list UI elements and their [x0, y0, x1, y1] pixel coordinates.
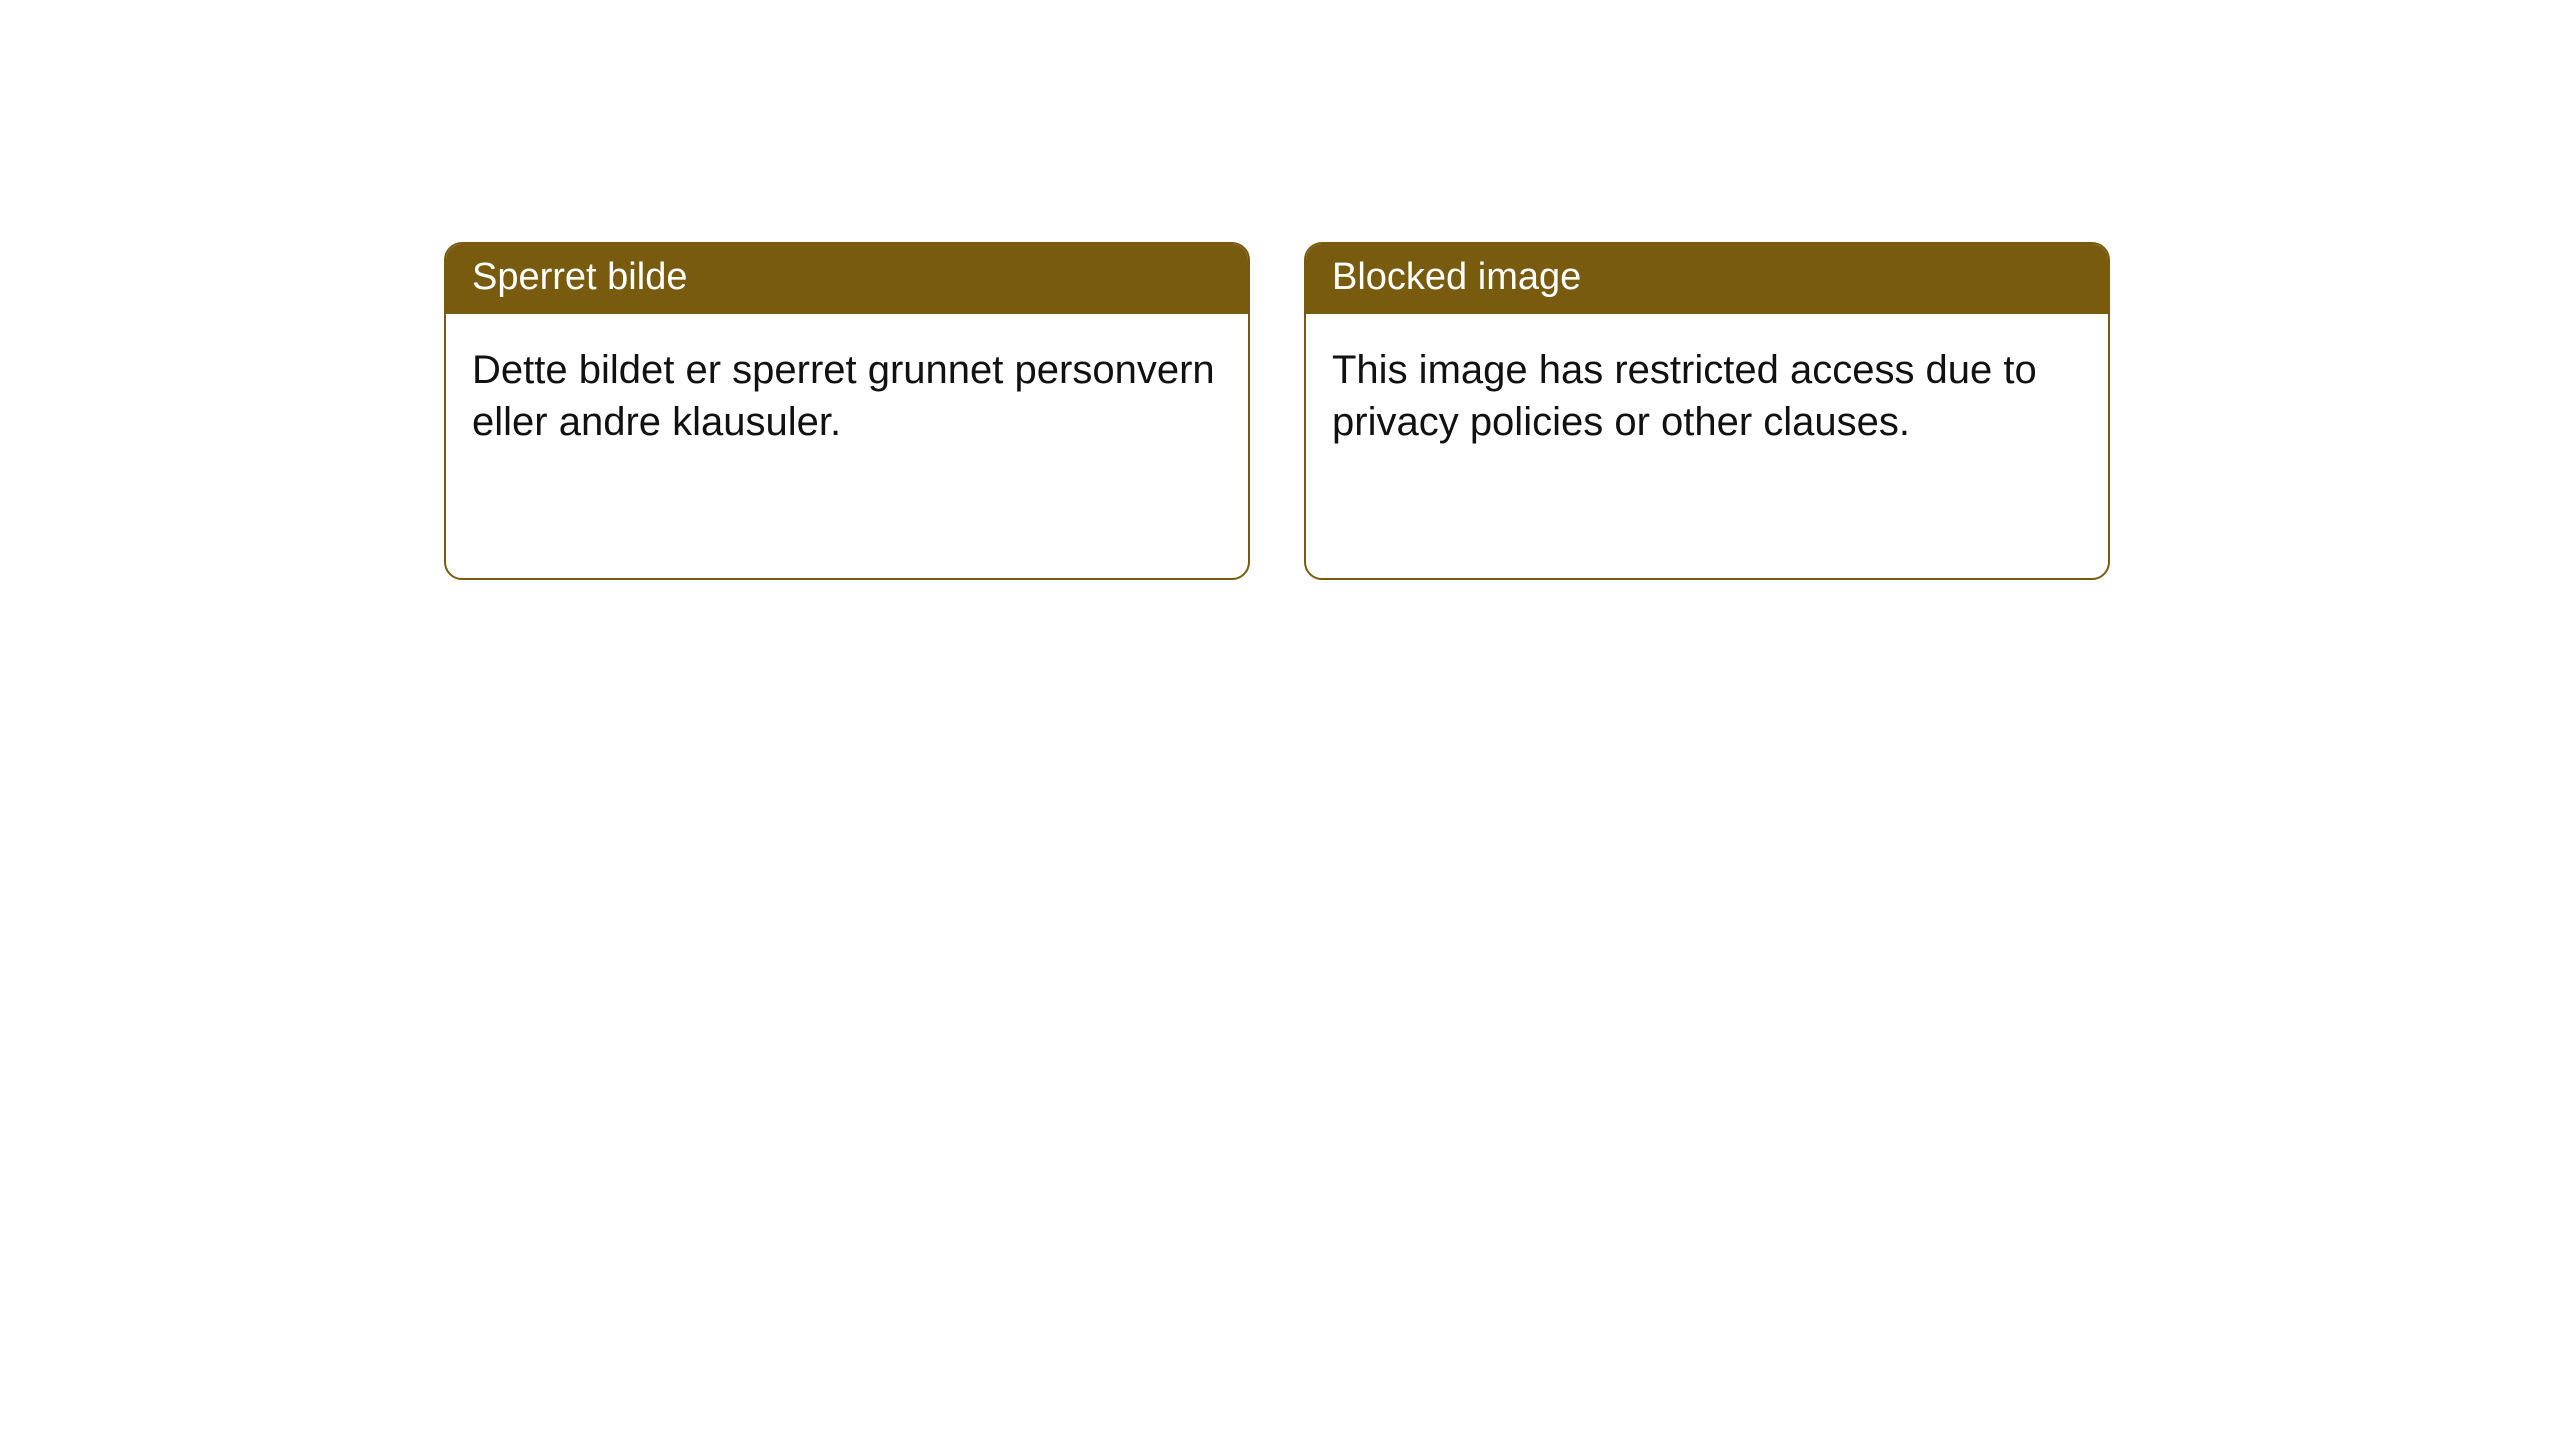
notice-box-no: Sperret bilde Dette bildet er sperret gr…	[444, 242, 1250, 580]
notice-body-en: This image has restricted access due to …	[1306, 314, 2108, 474]
notice-box-en: Blocked image This image has restricted …	[1304, 242, 2110, 580]
notice-title-en: Blocked image	[1306, 244, 2108, 314]
notice-container: Sperret bilde Dette bildet er sperret gr…	[444, 242, 2110, 580]
notice-title-no: Sperret bilde	[446, 244, 1248, 314]
notice-body-no: Dette bildet er sperret grunnet personve…	[446, 314, 1248, 474]
